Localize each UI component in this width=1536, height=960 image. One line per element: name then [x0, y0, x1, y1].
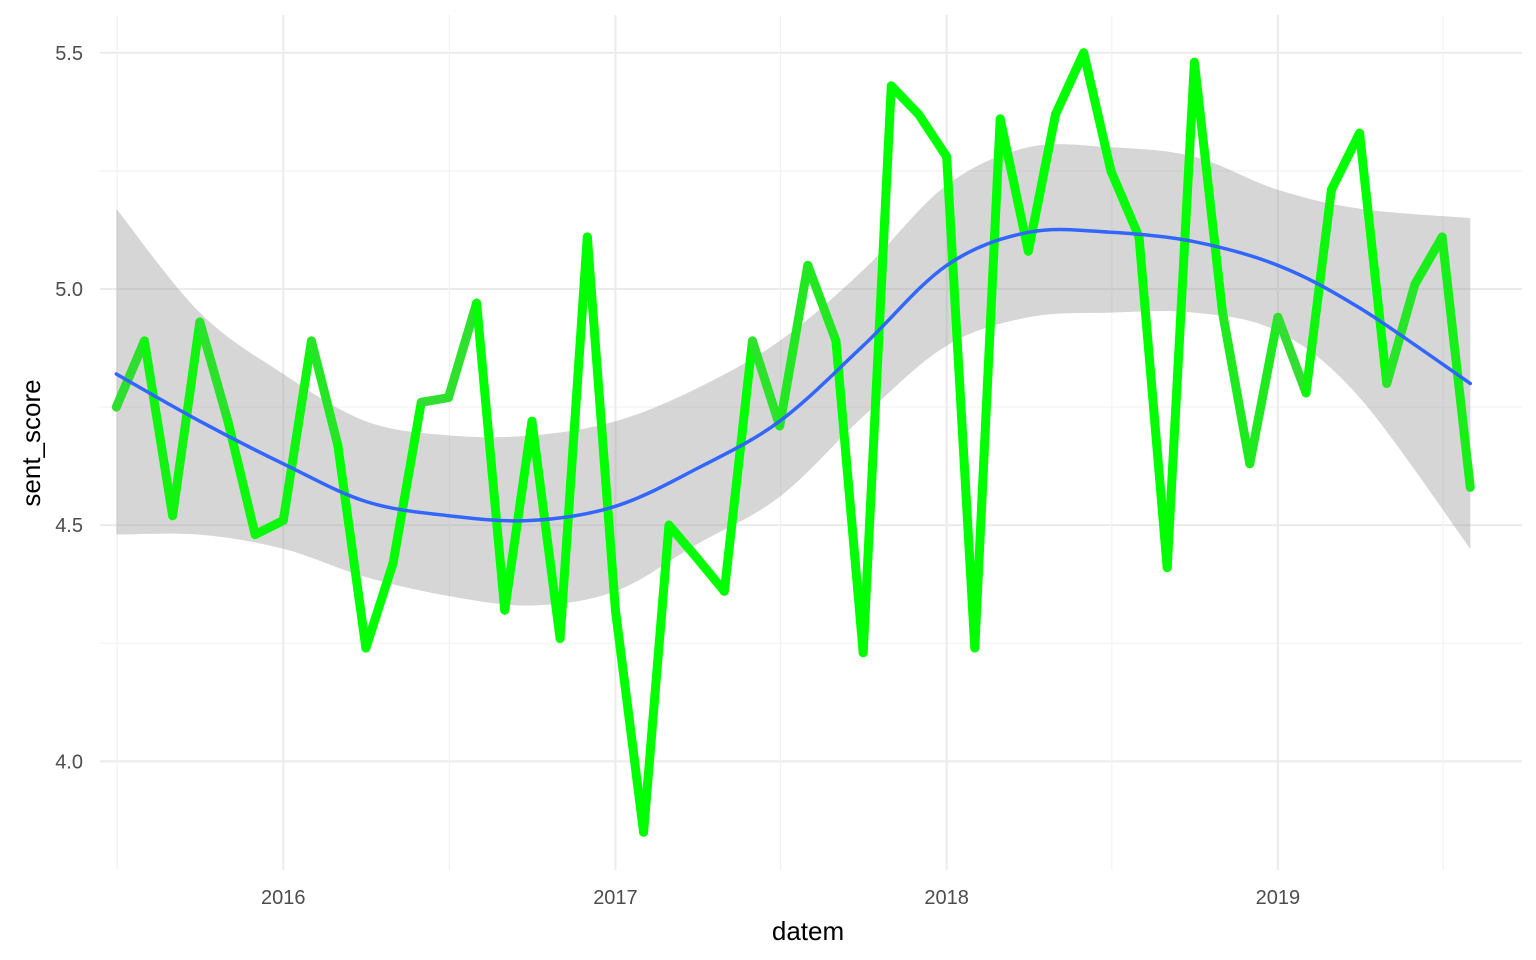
- y-axis-title: sent_score: [16, 379, 46, 506]
- data-line-segment-25: [803, 260, 841, 346]
- data-line-segment-22: [719, 336, 757, 596]
- data-line-segment-28: [886, 81, 924, 119]
- data-line-segment-24: [775, 260, 813, 431]
- data-line-segment-32: [995, 114, 1033, 256]
- x-tick-label-1: 2017: [593, 887, 638, 909]
- data-line-segment-12: [443, 298, 482, 403]
- data-line-segment-47: [1410, 232, 1447, 289]
- x-tick-label-0: 2016: [261, 887, 306, 909]
- data-line-segment-27: [858, 81, 896, 658]
- data-line-segment-48: [1437, 232, 1475, 492]
- data-line-segment-1: [139, 336, 178, 521]
- data-line-segment-30: [942, 152, 980, 653]
- confidence-band: [116, 144, 1471, 606]
- data-line-segment-20: [664, 520, 702, 563]
- data-line-segment-33: [1023, 109, 1061, 256]
- data-line-segment-15: [527, 416, 565, 644]
- smooth-trend-line: [114, 227, 1473, 523]
- data-line-segment-42: [1273, 312, 1311, 398]
- data-line-segment-2: [168, 317, 205, 521]
- data-line-segment-18: [610, 605, 649, 837]
- data-line-segment-14: [500, 416, 537, 615]
- data-line-segment-7: [306, 336, 343, 450]
- data-line-segment-34: [1051, 48, 1089, 119]
- data-line-segment-10: [388, 397, 426, 568]
- confidence-band-area: [116, 144, 1471, 606]
- data-line-segment-6: [278, 336, 316, 525]
- data-series: [111, 48, 1475, 837]
- data-line-segment-11: [416, 393, 453, 407]
- x-axis-ticks: 2016 2017 2018 2019: [261, 887, 1300, 909]
- data-line-segment-31: [970, 114, 1005, 653]
- data-line-segment-41: [1245, 312, 1283, 469]
- data-line-segment-40: [1218, 308, 1255, 469]
- data-line-segment-38: [1162, 57, 1199, 573]
- data-line-segment-16: [555, 232, 592, 644]
- data-line-segment-39: [1189, 57, 1228, 318]
- data-line-segment-13: [472, 298, 510, 615]
- data-line-segment-19: [639, 520, 674, 837]
- data-line-segment-29: [914, 109, 952, 162]
- data-line-segment-9: [361, 558, 398, 653]
- data-line-segment-8: [333, 440, 371, 653]
- smooth-series: [114, 227, 1473, 523]
- y-tick-label-0: 4.0: [55, 751, 83, 773]
- data-line-segment-0: [111, 336, 149, 412]
- data-line-segment-43: [1301, 185, 1336, 398]
- data-line-segment-3: [195, 317, 233, 426]
- x-tick-label-3: 2019: [1256, 887, 1301, 909]
- data-line-segment-36: [1106, 166, 1144, 242]
- y-axis-ticks: 4.0 4.5 5.0 5.5: [55, 43, 83, 774]
- x-axis-title: datem: [772, 916, 844, 946]
- data-line-segment-37: [1134, 232, 1172, 573]
- data-line-segment-21: [692, 553, 729, 596]
- y-tick-label-2: 5.0: [55, 279, 83, 301]
- data-line-segment-23: [747, 336, 785, 431]
- data-line-segment-26: [831, 336, 868, 658]
- data-line-segment-35: [1079, 48, 1116, 176]
- y-tick-label-1: 4.5: [55, 515, 83, 537]
- data-line-segment-17: [582, 232, 620, 615]
- data-line-segment-45: [1355, 128, 1392, 388]
- data-line-segment-44: [1326, 128, 1365, 195]
- data-line-segment-5: [250, 515, 288, 540]
- y-tick-label-3: 5.5: [55, 43, 83, 65]
- x-tick-label-2: 2018: [924, 887, 969, 909]
